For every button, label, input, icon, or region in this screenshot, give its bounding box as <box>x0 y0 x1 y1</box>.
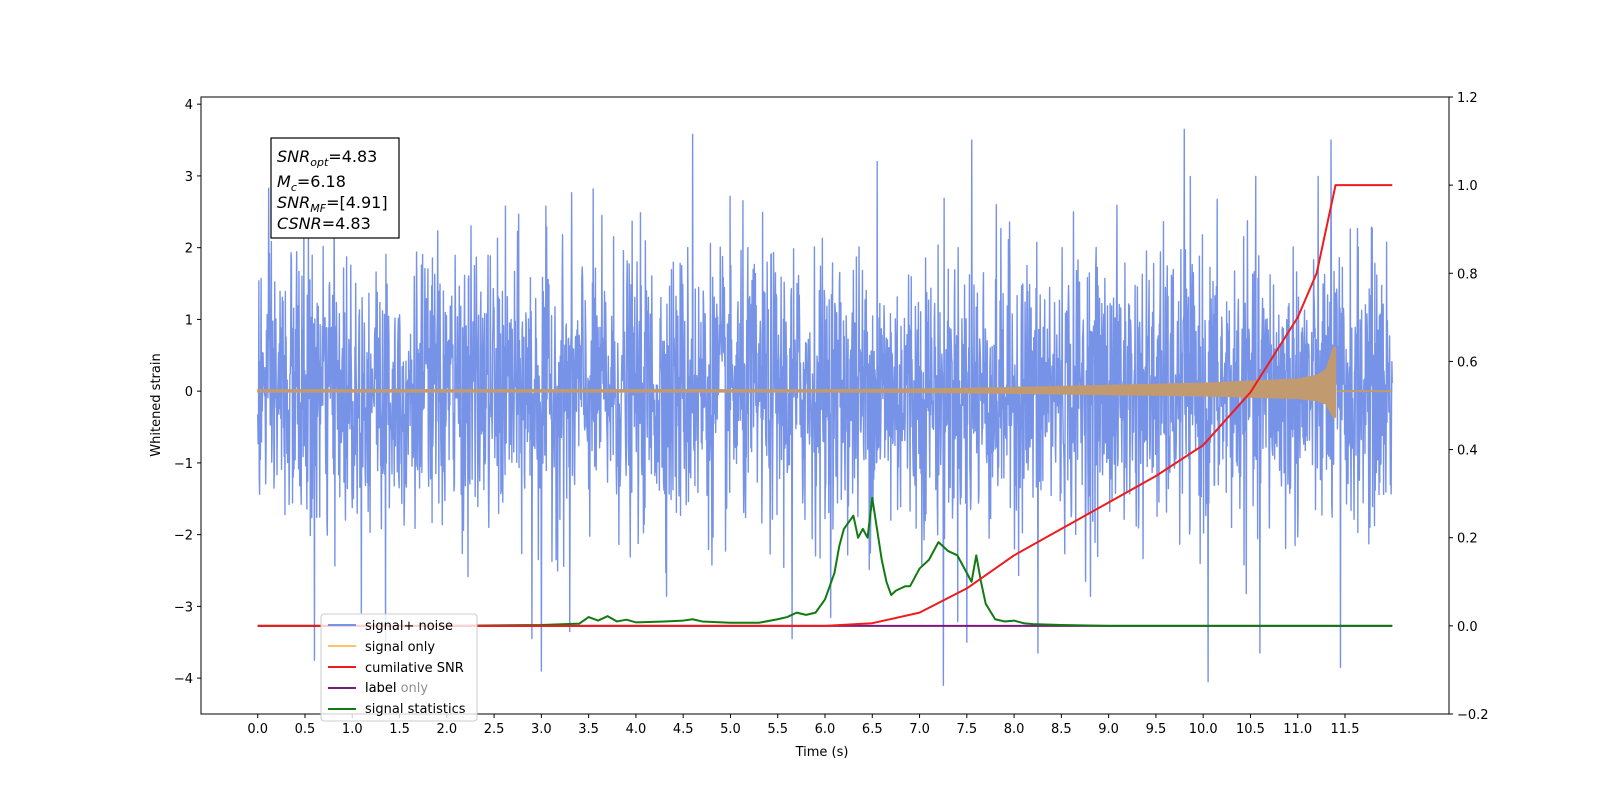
info-snr-mf-sub: MF <box>310 202 326 215</box>
x-tick-label: 2.0 <box>436 722 457 737</box>
series-signal-noise <box>257 128 1393 686</box>
x-tick-label: 3.5 <box>578 722 599 737</box>
legend-label-cumulative-snr: cumilative SNR <box>365 661 464 676</box>
y-right-tick-label: −0.2 <box>1457 708 1489 723</box>
x-tick-label: 6.0 <box>815 722 836 737</box>
y-right-tick-label: 0.0 <box>1457 620 1478 635</box>
x-tick-label: 10.5 <box>1236 722 1265 737</box>
x-tick-label: 0.0 <box>247 722 268 737</box>
y-right-tick-label: 0.2 <box>1457 532 1478 547</box>
y-axis-left: −4 −3 −2 −1 0 1 2 3 4 <box>174 98 201 687</box>
y-left-tick-label: −2 <box>174 529 193 544</box>
y-left-tick-label: 2 <box>185 242 193 257</box>
info-snr-mf: SNRMF=[4.91] <box>277 193 388 215</box>
y-right-tick-label: 0.6 <box>1457 355 1478 370</box>
legend-label-signal-statistics: signal statistics <box>365 702 466 717</box>
series-signal-only <box>257 345 1337 419</box>
x-tick-label: 9.0 <box>1098 722 1119 737</box>
x-tick-label: 1.5 <box>389 722 410 737</box>
x-tick-label: 4.0 <box>626 722 647 737</box>
info-mc-base: M <box>277 172 291 191</box>
x-axis-label: Time (s) <box>795 745 849 760</box>
x-tick-label: 2.5 <box>484 722 505 737</box>
y-right-tick-label: 0.8 <box>1457 267 1478 282</box>
legend: signal+ noise signal only cumilative SNR… <box>320 613 478 722</box>
legend-label-signal-noise: signal+ noise <box>365 619 453 634</box>
legend-label-label: label <box>365 681 396 696</box>
info-snr-opt-sub: opt <box>310 156 329 169</box>
info-csnr-base: CSNR <box>277 214 322 233</box>
y-axis-right: −0.2 0.0 0.2 0.4 0.6 0.8 1.0 1.2 <box>1449 91 1489 723</box>
x-axis: 0.0 0.5 1.0 1.5 2.0 2.5 3.0 3.5 4.0 4.5 5.0 5.5 6.0 6… <box>247 714 1359 737</box>
y-right-tick-label: 0.4 <box>1457 444 1478 459</box>
y-left-tick-label: 0 <box>185 385 193 400</box>
x-tick-label: 5.0 <box>720 722 741 737</box>
x-tick-label: 5.5 <box>767 722 788 737</box>
x-tick-label: 8.0 <box>1004 722 1025 737</box>
info-mc-sub: c <box>291 181 297 194</box>
info-mc: Mc=6.18 <box>277 172 346 194</box>
y-left-tick-label: 3 <box>185 170 193 185</box>
x-tick-label: 10.0 <box>1189 722 1218 737</box>
x-tick-label: 1.0 <box>342 722 363 737</box>
series-cumilative-snr <box>257 184 1393 627</box>
series-signal-statistics <box>257 497 1393 627</box>
y-left-tick-label: 4 <box>185 98 193 113</box>
x-tick-label: 11.0 <box>1283 722 1312 737</box>
y-axis-label: Whitened strain <box>149 353 164 456</box>
x-tick-label: 0.5 <box>295 722 316 737</box>
info-mc-value: =6.18 <box>297 172 346 191</box>
info-box: SNRopt=4.83 Mc=6.18 SNRMF=[4.91] CSNR=4.… <box>270 137 400 239</box>
info-snr-opt-base: SNR <box>277 147 310 166</box>
y-right-tick-label: 1.2 <box>1457 91 1478 106</box>
info-csnr-value: =4.83 <box>322 214 371 233</box>
info-snr-opt-value: =4.83 <box>328 147 377 166</box>
legend-label-signal-only: signal only <box>365 640 435 655</box>
info-csnr: CSNR=4.83 <box>277 214 371 233</box>
info-snr-mf-base: SNR <box>277 193 310 212</box>
x-tick-label: 4.5 <box>673 722 694 737</box>
y-left-tick-label: −1 <box>174 457 193 472</box>
x-tick-label: 8.5 <box>1051 722 1072 737</box>
legend-label-label-only-ghost: label only <box>365 681 428 696</box>
x-tick-label: 3.0 <box>531 722 552 737</box>
legend-frame <box>320 613 478 722</box>
info-snr-opt: SNRopt=4.83 <box>277 147 377 169</box>
x-tick-label: 6.5 <box>862 722 883 737</box>
y-left-tick-label: −4 <box>174 672 193 687</box>
y-right-tick-label: 1.0 <box>1457 179 1478 194</box>
y-left-tick-label: 1 <box>185 313 193 328</box>
x-tick-label: 11.5 <box>1331 722 1360 737</box>
x-tick-label: 7.0 <box>909 722 930 737</box>
info-snr-mf-value: =[4.91] <box>326 193 388 212</box>
x-tick-label: 9.5 <box>1146 722 1167 737</box>
y-left-tick-label: −3 <box>174 600 193 615</box>
info-box-frame <box>270 137 400 239</box>
x-tick-label: 7.5 <box>956 722 977 737</box>
